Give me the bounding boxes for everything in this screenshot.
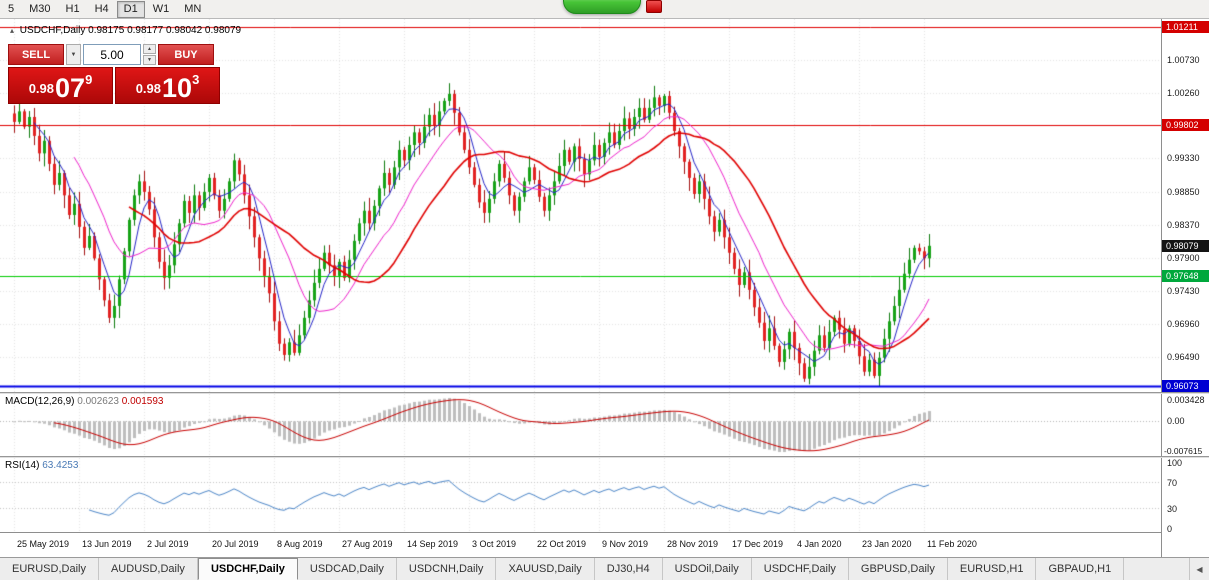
- price-axis-label: 0.96490: [1167, 352, 1200, 362]
- sell-price-sup: 9: [85, 72, 93, 87]
- price-axis-label: 0.97430: [1167, 286, 1200, 296]
- timeframe-button-MN[interactable]: MN: [177, 1, 208, 18]
- price-axis-label: 0.98370: [1167, 220, 1200, 230]
- buy-price-prefix: 0.98: [135, 81, 162, 96]
- green-pill-button[interactable]: [563, 0, 641, 14]
- rsi-axis-label: 70: [1167, 478, 1178, 488]
- date-axis-label: 4 Jan 2020: [797, 539, 842, 549]
- chart-tab[interactable]: USDOil,Daily: [663, 558, 752, 580]
- date-axis-label: 17 Dec 2019: [732, 539, 784, 549]
- date-axis-label: 8 Aug 2019: [277, 539, 323, 549]
- rsi-label: RSI(14) 63.4253: [5, 460, 78, 471]
- macd-axis-zero: 0.00: [1167, 416, 1185, 426]
- tabs-scroll-left-button[interactable]: ◀: [1189, 558, 1209, 580]
- macd-axis-max: 0.003428: [1167, 395, 1205, 405]
- buy-price-display[interactable]: 0.98 10 3: [115, 67, 220, 104]
- price-badge: 1.01211: [1162, 21, 1209, 33]
- volume-input[interactable]: [83, 44, 141, 65]
- date-axis-label: 22 Oct 2019: [537, 539, 587, 549]
- price-axis-label: 1.00260: [1167, 88, 1200, 98]
- price-axis-label: 0.96960: [1167, 319, 1200, 329]
- chart-symbol: USDCHF,Daily: [19, 25, 86, 36]
- macd-indicator-canvas[interactable]: [0, 394, 1161, 456]
- timeframe-button-5[interactable]: 5: [1, 1, 21, 18]
- scroll-left-icon: ◀: [1196, 564, 1203, 574]
- macd-axis-min: -0.007615: [1164, 446, 1203, 456]
- rsi-axis-label: 30: [1167, 504, 1178, 514]
- date-axis-label: 28 Nov 2019: [667, 539, 719, 549]
- dropdown-icon: ▼: [70, 51, 77, 58]
- timeframe-button-W1[interactable]: W1: [146, 1, 177, 18]
- date-axis-label: 23 Jan 2020: [862, 539, 912, 549]
- chart-tab[interactable]: USDCNH,Daily: [397, 558, 497, 580]
- date-axis-label: 14 Sep 2019: [407, 539, 459, 549]
- rsi-axis-label: 0: [1167, 524, 1173, 534]
- volume-increase-button[interactable]: ▲: [143, 44, 156, 54]
- chart-tab[interactable]: EURUSD,H1: [948, 558, 1037, 580]
- rsi-axis-label: 100: [1167, 458, 1183, 468]
- one-click-trading-panel: SELL ▼ ▲ ▼ BUY 0.98 07 9 0.98 10 3: [8, 44, 220, 104]
- chart-tab[interactable]: AUDUSD,Daily: [99, 558, 198, 580]
- volume-stepper: ▲ ▼: [143, 44, 156, 65]
- sell-price-display[interactable]: 0.98 07 9: [8, 67, 113, 104]
- chart-tab[interactable]: DJ30,H4: [595, 558, 663, 580]
- timeframe-button-D1[interactable]: D1: [116, 0, 145, 18]
- price-badge: 0.96073: [1162, 380, 1209, 392]
- sell-button[interactable]: SELL: [8, 44, 64, 65]
- rsi-value: 63.4253: [42, 460, 79, 471]
- chart-tab[interactable]: USDCHF,Daily: [197, 558, 298, 580]
- price-badge: 0.97648: [1162, 270, 1209, 282]
- collapse-icon: ▴: [10, 26, 15, 35]
- date-axis-label: 20 Jul 2019: [212, 539, 259, 549]
- date-axis-label: 27 Aug 2019: [342, 539, 393, 549]
- chart-tab[interactable]: GBPAUD,H1: [1036, 558, 1125, 580]
- date-axis-label: 9 Nov 2019: [602, 539, 649, 549]
- date-axis-label: 13 Jun 2019: [82, 539, 132, 549]
- macd-name: MACD(12,26,9): [5, 396, 75, 407]
- macd-signal-value: 0.001593: [121, 396, 164, 407]
- date-axis-label: 11 Feb 2020: [927, 539, 977, 549]
- date-axis-label: 25 May 2019: [17, 539, 70, 549]
- rsi-name: RSI(14): [5, 460, 40, 471]
- panel-splitter[interactable]: [0, 392, 1209, 394]
- timeframe-button-H4[interactable]: H4: [88, 1, 116, 18]
- chart-tab[interactable]: XAUUSD,Daily: [496, 558, 595, 580]
- chart-tab[interactable]: GBPUSD,Daily: [849, 558, 948, 580]
- chart-tabs-bar: EURUSD,Daily AUDUSD,Daily USDCHF,Daily USDC…: [0, 557, 1209, 580]
- chart-ohlc-header: ▴ USDCHF,Daily 0.98175 0.98177 0.98042 0…: [10, 25, 241, 36]
- buy-price-big: 10: [162, 73, 193, 104]
- price-axis-label: 1.00730: [1167, 55, 1200, 65]
- macd-label: MACD(12,26,9) 0.002623 0.001593: [5, 396, 163, 407]
- price-axis-label: 0.99330: [1167, 153, 1200, 163]
- timeframe-button-H1[interactable]: H1: [59, 1, 87, 18]
- record-indicator-button[interactable]: [646, 0, 662, 13]
- price-axis-label: 0.98850: [1167, 187, 1200, 197]
- chart-tab[interactable]: USDCAD,Daily: [298, 558, 397, 580]
- buy-button[interactable]: BUY: [158, 44, 214, 65]
- panel-splitter[interactable]: [0, 456, 1209, 458]
- volume-dropdown-button[interactable]: ▼: [66, 44, 81, 65]
- sell-price-big: 07: [55, 73, 86, 104]
- macd-main-value: 0.002623: [77, 396, 119, 407]
- volume-decrease-button[interactable]: ▼: [143, 55, 156, 65]
- time-axis[interactable]: 25 May 2019 13 Jun 2019 2 Jul 2019 20 Jul 2…: [0, 532, 1161, 557]
- chart-tab[interactable]: USDCHF,Daily: [752, 558, 849, 580]
- price-axis-label: 0.97900: [1167, 253, 1200, 263]
- date-axis-label: 3 Oct 2019: [472, 539, 517, 549]
- date-axis-label: 2 Jul 2019: [147, 539, 189, 549]
- rsi-indicator-canvas[interactable]: [0, 458, 1161, 532]
- price-badge: 0.98079: [1162, 240, 1209, 252]
- buy-price-sup: 3: [192, 72, 200, 87]
- sell-price-prefix: 0.98: [28, 81, 55, 96]
- chart-ohlc-values: 0.98175 0.98177 0.98042 0.98079: [88, 25, 242, 36]
- chart-tab[interactable]: EURUSD,Daily: [0, 558, 99, 580]
- price-axis[interactable]: 1.00730 1.00260 0.99330 0.98850 0.98370 0.979…: [1161, 19, 1209, 557]
- price-badge: 0.99802: [1162, 119, 1209, 131]
- timeframe-button-M30[interactable]: M30: [22, 1, 57, 18]
